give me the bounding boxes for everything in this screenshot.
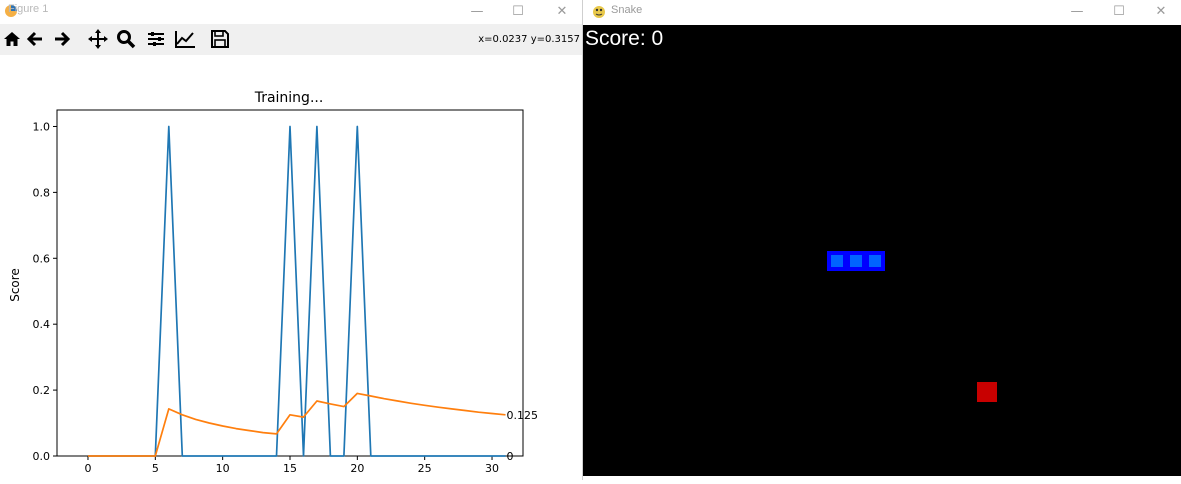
game-title: Snake — [611, 4, 643, 16]
minimize-button[interactable]: — — [457, 0, 497, 22]
annotation-label: 0.125 — [506, 409, 538, 422]
series-line-1 — [88, 392, 506, 457]
x-tick-label: 25 — [418, 462, 432, 475]
back-button[interactable] — [23, 27, 47, 51]
figure-window: Figure 1 — ☐ ✕ x=0.0237 y=0.3157 — [0, 0, 582, 480]
save-icon — [211, 30, 229, 48]
y-tick-label: 0.0 — [33, 450, 51, 463]
close-icon: ✕ — [556, 3, 568, 19]
y-axis-label: Score — [8, 268, 22, 302]
x-tick-label: 20 — [350, 462, 364, 475]
y-tick-label: 0.4 — [33, 318, 51, 331]
game-titlebar: Snake — ☐ ✕ — [583, 0, 1181, 25]
minimize-icon: — — [470, 3, 484, 19]
snake-segment — [865, 251, 885, 271]
edit-axis-button[interactable] — [173, 27, 197, 51]
maximize-button[interactable]: ☐ — [498, 0, 538, 22]
game-maximize-button[interactable]: ☐ — [1099, 0, 1139, 22]
axes-frame — [56, 109, 524, 457]
maximize-icon: ☐ — [512, 3, 524, 19]
x-tick-label: 10 — [216, 462, 230, 475]
pan-icon — [88, 29, 108, 49]
configure-subplots-icon — [148, 32, 164, 46]
x-tick-label: 5 — [152, 462, 159, 475]
annotations: 0.125 0 — [506, 409, 538, 463]
y-ticks: 0.0 0.2 0.4 0.6 0.8 1.0 — [33, 120, 57, 463]
matplotlib-app-icon — [4, 3, 18, 17]
snake-segment — [846, 251, 866, 271]
training-chart: 0 5 10 15 20 25 30 0.0 0.2 0.4 0.6 0.8 1.0 Training… — [8, 90, 538, 475]
y-tick-label: 1.0 — [33, 120, 51, 133]
score-text: Score: 0 — [585, 27, 664, 50]
y-tick-label: 0.6 — [33, 252, 51, 265]
maximize-icon: ☐ — [1113, 3, 1125, 19]
chart-title: Training... — [254, 90, 324, 106]
x-tick-label: 30 — [485, 462, 499, 475]
cursor-coordinates: x=0.0237 y=0.3157 — [478, 34, 580, 45]
forward-button[interactable] — [50, 27, 74, 51]
annotation-label: 0 — [506, 450, 513, 463]
x-tick-label: 15 — [283, 462, 297, 475]
figure-toolbar: x=0.0237 y=0.3157 — [0, 24, 582, 56]
x-tick-label: 0 — [84, 462, 91, 475]
snake-segment-inner — [831, 255, 843, 267]
pygame-snake-icon — [591, 3, 607, 19]
figure-titlebar: Figure 1 — ☐ ✕ — [0, 0, 582, 24]
series-lines — [88, 125, 506, 457]
game-minimize-button[interactable]: — — [1057, 0, 1097, 22]
snake-segment — [827, 251, 847, 271]
configure-subplots-button[interactable] — [144, 27, 168, 51]
pan-button[interactable] — [86, 27, 110, 51]
snake-segment-inner — [869, 255, 881, 267]
game-close-button[interactable]: ✕ — [1141, 0, 1181, 22]
axes-spines — [56, 109, 524, 457]
game-canvas[interactable]: Score: 0 — [583, 25, 1181, 476]
game-window: Snake — ☐ ✕ Score: 0 — [582, 0, 1181, 480]
snake-segment-inner — [850, 255, 862, 267]
back-arrow-icon — [26, 31, 42, 47]
forward-arrow-icon — [55, 31, 71, 47]
close-icon: ✕ — [1155, 3, 1167, 19]
y-tick-label: 0.2 — [33, 384, 51, 397]
home-icon — [4, 32, 20, 46]
x-ticks: 0 5 10 15 20 25 30 — [84, 456, 499, 475]
minimize-icon: — — [1070, 3, 1084, 19]
plot-area[interactable]: 0 5 10 15 20 25 30 0.0 0.2 0.4 0.6 0.8 1.0 Training… — [0, 55, 582, 480]
y-tick-label: 0.8 — [33, 186, 51, 199]
food-item — [977, 382, 997, 402]
zoom-icon — [117, 30, 136, 49]
home-button[interactable] — [0, 27, 24, 51]
save-button[interactable] — [208, 27, 232, 51]
series-line-0 — [88, 125, 506, 457]
zoom-button[interactable] — [114, 27, 138, 51]
figure-title: Figure 1 — [8, 3, 49, 15]
close-button[interactable]: ✕ — [542, 0, 582, 22]
edit-axis-icon — [175, 31, 195, 48]
